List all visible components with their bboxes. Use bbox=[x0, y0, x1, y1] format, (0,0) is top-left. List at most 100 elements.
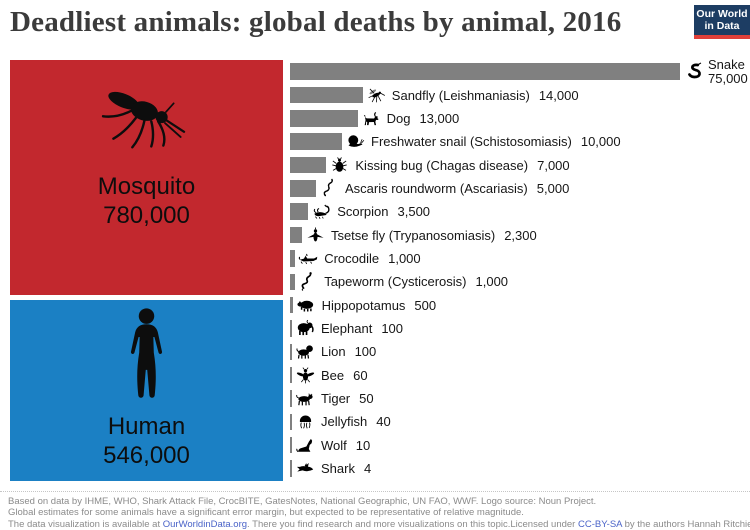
bar-value: 4 bbox=[363, 461, 372, 477]
bar bbox=[290, 226, 302, 244]
bar-label: Dog bbox=[386, 110, 411, 126]
footer: Based on data by IHME, WHO, Shark Attack… bbox=[0, 491, 750, 530]
dog-icon bbox=[361, 108, 382, 129]
bar-row: Sandfly (Leishmaniasis) 14,000 bbox=[290, 83, 750, 106]
scorpion-icon bbox=[311, 201, 332, 222]
roundworm-icon bbox=[319, 178, 340, 199]
bar bbox=[290, 273, 296, 291]
bar-label: Sandfly (Leishmaniasis) bbox=[391, 87, 530, 103]
human-value: 546,000 bbox=[103, 442, 190, 469]
owid-logo-line1: Our World bbox=[696, 8, 748, 20]
bar-value: 14,000 bbox=[538, 87, 579, 103]
bar bbox=[290, 86, 363, 104]
bar-value: 100 bbox=[354, 344, 377, 360]
bar-label: Hippopotamus bbox=[321, 297, 406, 313]
owid-logo: Our World in Data bbox=[694, 5, 750, 39]
wolf-icon bbox=[295, 435, 316, 456]
bar-label: Tiger bbox=[321, 390, 351, 406]
bar-value: 5,000 bbox=[536, 180, 570, 196]
bar-row: Jellyfish 40 bbox=[290, 410, 750, 433]
bar-label-stack: Snake 75,000 bbox=[708, 56, 748, 86]
bar-value: 75,000 bbox=[708, 70, 748, 86]
footer-license-suffix: by the authors Hannah Ritchie and Max Ro… bbox=[624, 518, 750, 530]
bar bbox=[290, 110, 358, 127]
owid-link[interactable]: OurWorldinData.org bbox=[162, 518, 248, 530]
bar bbox=[290, 413, 292, 431]
kissing-bug-icon bbox=[329, 155, 350, 176]
bar bbox=[290, 180, 316, 197]
bar-value: 50 bbox=[359, 390, 374, 406]
bar-value: 60 bbox=[353, 367, 368, 383]
bar-label: Freshwater snail (Schistosomiasis) bbox=[371, 134, 572, 150]
bar-label: Jellyfish bbox=[321, 414, 368, 430]
footer-license: Licensed under CC-BY-SA by the authors H… bbox=[510, 519, 750, 530]
bar-value: 10 bbox=[355, 437, 371, 453]
human-icon bbox=[130, 308, 163, 398]
bar-row: Snake 75,000 bbox=[290, 56, 750, 86]
bar-row: Dog 13,000 bbox=[290, 107, 750, 130]
bar-value: 10,000 bbox=[580, 134, 621, 150]
footer-note: Global estimates for some animals have a… bbox=[8, 507, 524, 519]
sandfly-icon bbox=[366, 85, 387, 106]
bar-value: 100 bbox=[381, 320, 404, 336]
bar-row: Scorpion 3,500 bbox=[290, 200, 750, 223]
snake-icon bbox=[683, 61, 704, 82]
bar-label: Snake bbox=[708, 56, 745, 72]
bar bbox=[290, 320, 292, 337]
bar bbox=[290, 296, 293, 314]
bar-label: Lion bbox=[321, 344, 346, 360]
mosquito-label: Mosquito bbox=[97, 173, 196, 200]
bar-label: Crocodile bbox=[324, 250, 380, 266]
bar bbox=[290, 366, 292, 384]
tiger-icon bbox=[295, 388, 316, 409]
footer-license-prefix: Licensed under bbox=[510, 518, 578, 530]
bar bbox=[290, 203, 309, 220]
bar-rows: Snake 75,000 Sandfly (Leishmaniasis) 14,000… bbox=[290, 56, 750, 480]
bar bbox=[290, 436, 292, 454]
bar bbox=[290, 390, 292, 407]
bar bbox=[290, 156, 327, 174]
bar bbox=[290, 460, 292, 477]
highlight-panel: Mosquito 780,000 Human 546,000 bbox=[10, 60, 283, 481]
bar-label: Elephant bbox=[321, 320, 373, 336]
human-label: Human bbox=[107, 413, 186, 440]
bar-label: Ascaris roundworm (Ascariasis) bbox=[345, 180, 528, 196]
bar-value: 40 bbox=[376, 414, 391, 430]
elephant-icon bbox=[295, 318, 316, 339]
license-link[interactable]: CC-BY-SA bbox=[577, 518, 622, 530]
bar-value: 1,000 bbox=[388, 250, 421, 266]
bar-row: Tsetse fly (Trypanosomiasis) 2,300 bbox=[290, 223, 750, 246]
owid-logo-text: Our World in Data bbox=[694, 5, 750, 35]
bar-value: 7,000 bbox=[537, 157, 570, 173]
owid-logo-stripe bbox=[694, 35, 750, 39]
bar-row: Elephant 100 bbox=[290, 317, 750, 340]
owid-logo-line2: in Data bbox=[704, 19, 740, 32]
bar-value: 2,300 bbox=[504, 227, 537, 243]
bar-label: Shark bbox=[321, 461, 355, 477]
bar bbox=[290, 63, 680, 80]
tapeworm-icon bbox=[298, 271, 319, 292]
tsetse-fly-icon bbox=[305, 225, 326, 246]
bar-value: 1,000 bbox=[475, 274, 509, 290]
bar-row: Wolf 10 bbox=[290, 434, 750, 457]
shark-icon bbox=[295, 458, 316, 479]
footer-availability: The data visualization is available at O… bbox=[8, 519, 510, 530]
footer-availability-prefix: The data visualization is available at bbox=[8, 518, 163, 530]
bar-row: Shark 4 bbox=[290, 457, 750, 480]
lion-icon bbox=[295, 341, 316, 362]
bar-row: Crocodile 1,000 bbox=[290, 247, 750, 270]
bar-value: 500 bbox=[414, 297, 437, 313]
mosquito-icon bbox=[101, 91, 185, 149]
bar-label: Tapeworm (Cysticerosis) bbox=[324, 274, 467, 290]
bar-row: Kissing bug (Chagas disease) 7,000 bbox=[290, 153, 750, 176]
jellyfish-icon bbox=[295, 411, 316, 432]
bar bbox=[290, 133, 342, 150]
hippopotamus-icon bbox=[296, 295, 317, 316]
bar-row: Ascaris roundworm (Ascariasis) 5,000 bbox=[290, 177, 750, 200]
bar-label: Kissing bug (Chagas disease) bbox=[355, 157, 529, 173]
footer-sources: Based on data by IHME, WHO, Shark Attack… bbox=[8, 496, 597, 507]
bee-icon bbox=[295, 365, 316, 386]
bar-row: Tiger 50 bbox=[290, 387, 750, 410]
mosquito-value: 780,000 bbox=[103, 202, 190, 229]
footer-availability-suffix: . There you find research and more visua… bbox=[247, 518, 511, 530]
